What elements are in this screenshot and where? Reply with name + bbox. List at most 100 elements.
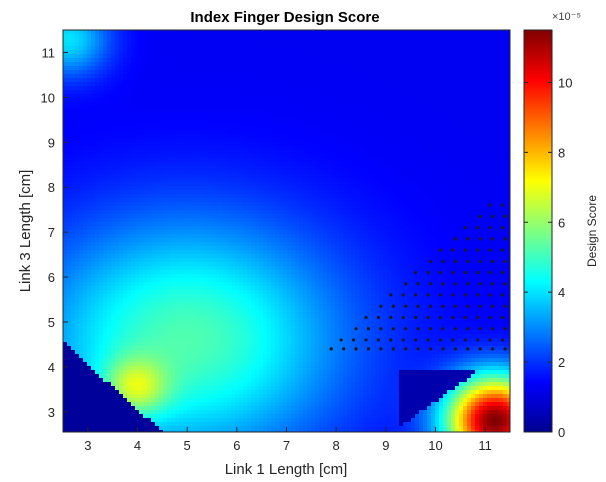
heat-cell	[243, 114, 248, 119]
heat-cell	[139, 214, 144, 219]
heat-cell	[123, 94, 128, 99]
heat-cell	[235, 318, 240, 323]
heat-cell	[187, 222, 192, 227]
heat-cell	[199, 394, 204, 399]
heat-cell	[199, 74, 204, 79]
heat-cell	[115, 174, 120, 179]
heat-cell	[247, 362, 252, 367]
heat-cell	[251, 242, 256, 247]
heat-cell	[115, 178, 120, 183]
heat-cell	[211, 62, 216, 67]
heat-cell	[127, 270, 132, 275]
heat-cell	[203, 330, 208, 335]
heat-cell	[175, 270, 180, 275]
heat-cell	[71, 134, 76, 139]
heat-cell	[127, 178, 132, 183]
heat-cell	[199, 250, 204, 255]
heat-cell	[187, 174, 192, 179]
heat-cell	[119, 162, 124, 167]
heat-cell	[151, 206, 156, 211]
heat-cell	[91, 394, 96, 399]
heat-cell	[127, 226, 132, 231]
heat-cell	[195, 254, 200, 259]
heat-cell	[183, 138, 188, 143]
heat-cell	[83, 234, 88, 239]
heat-cell	[159, 134, 164, 139]
heat-cell	[95, 234, 100, 239]
heat-cell	[191, 302, 196, 307]
heat-cell	[135, 270, 140, 275]
heat-cell	[251, 278, 256, 283]
heat-cell	[87, 102, 92, 107]
heat-cell	[139, 334, 144, 339]
heat-cell	[107, 178, 112, 183]
heat-cell	[199, 114, 204, 119]
heat-cell	[203, 110, 208, 115]
heat-cell	[219, 98, 224, 103]
heat-cell	[219, 390, 224, 395]
heat-cell	[227, 66, 232, 71]
heat-cell	[207, 298, 212, 303]
heat-cell	[159, 346, 164, 351]
heat-cell	[239, 410, 244, 415]
heat-cell	[127, 114, 132, 119]
heat-cell	[151, 254, 156, 259]
heat-cell	[175, 350, 180, 355]
heat-cell	[83, 242, 88, 247]
heat-cell	[171, 42, 176, 47]
heat-cell	[227, 62, 232, 67]
heat-cell	[91, 294, 96, 299]
heat-cell	[123, 310, 128, 315]
heat-cell	[151, 234, 156, 239]
heat-cell	[227, 178, 232, 183]
heat-cell	[227, 54, 232, 59]
heat-cell	[175, 238, 180, 243]
heat-cell	[223, 402, 228, 407]
heat-cell	[223, 398, 228, 403]
heat-cell	[107, 258, 112, 263]
heat-cell	[79, 422, 84, 427]
heat-cell	[167, 302, 172, 307]
heat-cell	[187, 358, 192, 363]
heat-cell	[127, 38, 132, 43]
heat-cell	[159, 182, 164, 187]
heat-cell	[199, 162, 204, 167]
heat-cell	[135, 362, 140, 367]
heat-cell	[255, 282, 260, 287]
heat-cell	[67, 422, 72, 427]
heat-cell	[235, 254, 240, 259]
heat-cell	[131, 318, 136, 323]
heat-cell	[87, 142, 92, 147]
heat-cell	[127, 106, 132, 111]
heat-cell	[147, 350, 152, 355]
heat-cell	[163, 346, 168, 351]
heat-cell	[179, 74, 184, 79]
heat-cell	[203, 410, 208, 415]
heat-cell	[99, 390, 104, 395]
heat-cell	[143, 314, 148, 319]
heat-cell	[127, 358, 132, 363]
heat-cell	[87, 118, 92, 123]
heat-cell	[159, 170, 164, 175]
heat-cell	[159, 50, 164, 55]
heat-cell	[219, 246, 224, 251]
heat-cell	[71, 294, 76, 299]
heat-cell	[159, 242, 164, 247]
heat-cell	[143, 106, 148, 111]
heat-cell	[163, 194, 168, 199]
heat-cell	[231, 330, 236, 335]
heat-cell	[235, 78, 240, 83]
heat-cell	[227, 378, 232, 383]
heat-cell	[179, 206, 184, 211]
heat-cell	[199, 214, 204, 219]
heat-cell	[139, 50, 144, 55]
heat-cell	[191, 170, 196, 175]
heat-cell	[167, 338, 172, 343]
heat-cell	[227, 258, 232, 263]
heat-cell	[83, 62, 88, 67]
heat-cell	[187, 394, 192, 399]
heat-cell	[119, 334, 124, 339]
heat-cell	[235, 370, 240, 375]
heat-cell	[223, 30, 228, 35]
heat-cell	[175, 150, 180, 155]
